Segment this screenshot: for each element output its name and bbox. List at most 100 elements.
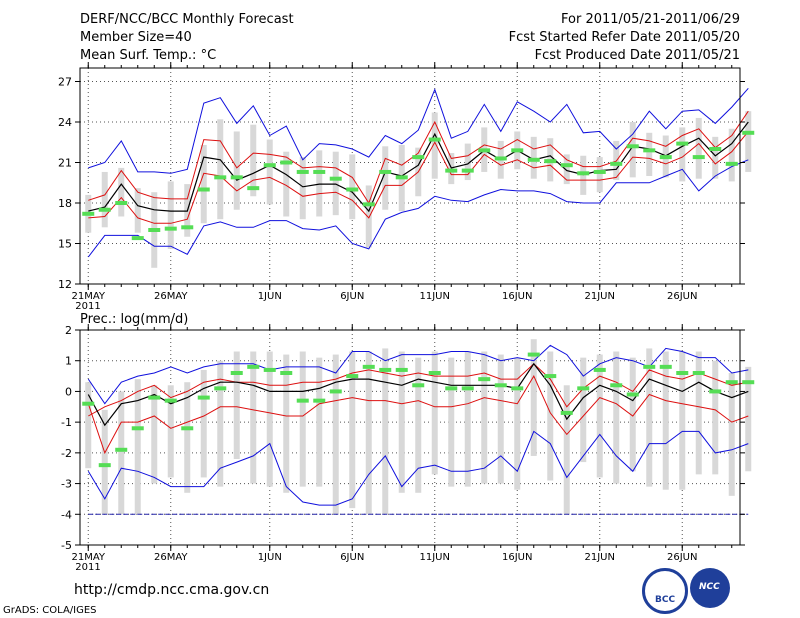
temp-y-tick-label: 15 <box>58 238 72 251</box>
temp-member-marker <box>676 141 689 146</box>
precip-x-tick-label: 26JUN <box>667 552 697 563</box>
temp-spread-box <box>530 136 537 179</box>
temp-y-tick-label: 21 <box>58 157 72 170</box>
precip-member-marker <box>544 374 557 379</box>
temp-member-marker <box>461 168 474 173</box>
temp-x-tick-label: 1JUN <box>258 291 282 302</box>
precip-member-marker <box>428 371 441 375</box>
temp-x-tick-label: 16JUN <box>502 291 532 302</box>
temp-member-marker <box>742 130 755 135</box>
precip-spread-box <box>200 369 207 478</box>
temp-spread-box <box>167 181 174 249</box>
precip-member-marker <box>643 364 656 369</box>
precip-spread-box <box>134 379 141 515</box>
temp-member-marker <box>98 207 111 212</box>
precip-member-marker <box>676 371 689 375</box>
precip-lower-line <box>87 375 749 455</box>
precip-member-marker <box>593 367 606 372</box>
temp-spread-box <box>101 171 108 228</box>
precip-member-marker <box>560 410 573 415</box>
chart-title: DERF/NCC/BCC Monthly Forecast <box>80 12 294 27</box>
temp-spread-box <box>299 157 306 220</box>
precip-spread-box <box>382 348 389 515</box>
temp-spread-box <box>679 127 686 182</box>
temp-member-marker <box>131 236 144 241</box>
temp-member-marker <box>329 176 342 181</box>
precip-x-tick-label: 26MAY <box>154 552 188 563</box>
source-url[interactable]: http://cmdp.ncc.cma.gov.cn <box>74 582 270 598</box>
precip-spread-box <box>398 351 405 493</box>
temp-spread-box <box>283 151 290 217</box>
forecast-produced-date: Fcst Produced Date 2011/05/21 <box>534 48 740 63</box>
temp-x-tick-label: 6JUN <box>340 291 364 302</box>
bcc-logo-label: BCC <box>655 595 676 605</box>
temp-spread-box <box>563 154 570 185</box>
precip-spread-box <box>530 339 537 456</box>
precip-y-tick-label: -2 <box>61 447 72 460</box>
temp-x-tick-label: 26JUN <box>667 291 697 302</box>
temp-frame <box>79 67 741 285</box>
precip-x-tick-label: 21MAY <box>71 552 105 563</box>
precip-x-tick-label: 6JUN <box>340 552 364 563</box>
precip-spread-box <box>101 409 108 515</box>
precip-spread-box <box>217 360 224 487</box>
temp-x-tick-label: 26MAY <box>154 291 188 302</box>
forecast-period: For 2011/05/21-2011/06/29 <box>561 12 740 27</box>
precip-member-marker <box>461 386 474 391</box>
temp-member-marker <box>593 169 606 174</box>
precip-spread-box <box>448 357 455 487</box>
temp-member-marker <box>214 175 227 180</box>
precip-spread-box <box>299 351 306 487</box>
temp-spread-box <box>365 185 372 248</box>
precip-spread-box <box>464 351 471 487</box>
precip-spread-box <box>679 351 686 490</box>
precip-y-tick-label: -3 <box>61 478 72 491</box>
forecast-start-date: Fcst Started Refer Date 2011/05/20 <box>508 30 740 45</box>
temp-member-marker <box>428 137 441 142</box>
temp-member-marker <box>395 175 408 180</box>
temp-member-marker <box>643 148 656 153</box>
precip-member-marker <box>115 447 128 452</box>
temp-member-marker <box>692 155 705 160</box>
precip-label: Prec.: log(mm/d) <box>80 312 189 327</box>
precip-frame <box>79 329 741 546</box>
precip-member-marker <box>610 383 623 388</box>
temp-spread-box <box>316 150 323 217</box>
temp-member-marker <box>197 187 210 192</box>
precip-member-marker <box>478 377 491 382</box>
precip-spread-box <box>365 351 372 515</box>
temp-spread-box <box>431 112 438 179</box>
precip-member-marker <box>346 374 359 379</box>
precip-y-tick-label: -4 <box>61 508 72 521</box>
temp-x-tick-label: 2011 <box>75 301 100 312</box>
precip-member-marker <box>296 398 309 403</box>
temp-spread-box <box>382 146 389 210</box>
temp-member-marker <box>494 156 507 161</box>
precip-spread-box <box>695 351 702 475</box>
precip-member-marker <box>742 380 755 385</box>
temp-member-marker <box>725 161 738 166</box>
temp-y-tick-label: 27 <box>58 76 72 89</box>
temp-member-marker <box>659 155 672 160</box>
temp-spread-box <box>250 124 257 197</box>
precip-spread-box <box>151 385 158 484</box>
temp-max-line <box>88 87 749 174</box>
temp-member-marker <box>164 226 177 231</box>
precip-spread-box <box>547 351 554 481</box>
precip-x-tick-label: 16JUN <box>502 552 532 563</box>
temp-member-marker <box>709 147 722 151</box>
temp-member-marker <box>610 161 623 166</box>
precip-member-marker <box>313 398 326 403</box>
temp-y-tick-label: 12 <box>58 278 72 291</box>
precip-x-tick-label: 11JUN <box>420 552 450 563</box>
precip-spread-box <box>646 348 653 487</box>
precip-spread-box <box>497 354 504 484</box>
precip-member-marker <box>181 426 194 431</box>
temp-member-marker <box>148 228 161 232</box>
precip-member-marker <box>280 371 293 375</box>
temp-spread-box <box>448 153 455 185</box>
temp-spread-box <box>712 136 719 179</box>
precip-member-marker <box>131 426 144 431</box>
